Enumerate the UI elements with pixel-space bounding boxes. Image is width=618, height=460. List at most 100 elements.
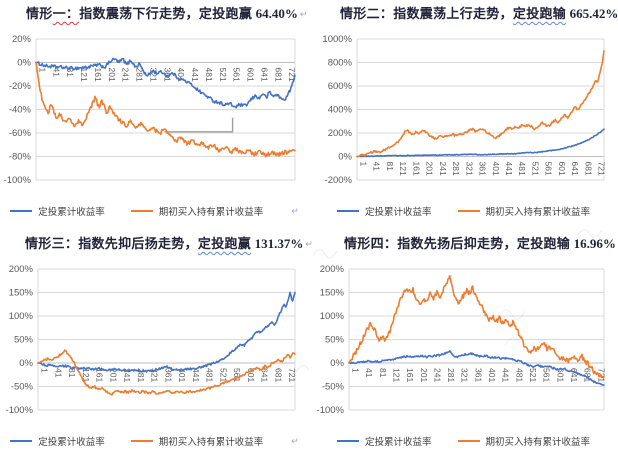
legend-line-swatch: [457, 210, 480, 212]
y-tick-label: 400%: [328, 105, 353, 116]
title-text: 情形: [26, 6, 53, 21]
series-line-buyhold: [348, 274, 605, 379]
y-tick-label: 600%: [328, 81, 353, 92]
x-tick-label: 161: [411, 162, 421, 176]
x-tick-label: 361: [478, 162, 488, 176]
y-tick-label: -100%: [4, 175, 32, 186]
chart-title: 情形四：指数先扬后抑走势，定投跑输 16.96%↵: [344, 235, 618, 253]
series-line-dca: [348, 350, 605, 386]
x-tick-label: 641: [569, 368, 579, 382]
legend-label: 期初买入持有累计收益率: [485, 207, 591, 218]
y-tick-label: 100%: [9, 311, 34, 322]
y-tick-label: 200%: [320, 264, 345, 275]
x-tick-label: 41: [364, 368, 374, 378]
x-tick-label: 361: [473, 368, 483, 382]
title-value: 665.42%: [569, 6, 618, 21]
chart-legend: 定投累计收益率 期初买入持有累计收益率 ↵: [0, 203, 309, 219]
x-tick-label: 281: [136, 368, 146, 382]
legend-label: 期初买入持有累计收益率: [158, 207, 264, 218]
series-line-dca: [356, 128, 605, 158]
x-tick-label: 161: [95, 368, 105, 382]
legend-label: 期初买入持有累计收益率: [158, 437, 264, 448]
x-tick-label: 401: [491, 162, 501, 176]
legend-line-swatch: [336, 440, 359, 442]
x-tick-label: 681: [273, 368, 283, 382]
x-tick-label: 161: [93, 68, 103, 82]
series-line-buyhold: [35, 61, 296, 158]
title-value: 16.96%: [573, 236, 616, 251]
x-tick-label: 721: [287, 368, 297, 382]
x-tick-label: 561: [232, 68, 242, 82]
y-tick-label: -40%: [9, 105, 32, 116]
x-tick-label: 201: [107, 68, 117, 82]
x-tick-label: 1: [40, 368, 50, 373]
x-tick-label: 41: [372, 162, 382, 172]
y-tick-label: -50%: [322, 382, 345, 393]
x-tick-label: 601: [246, 368, 256, 382]
title-value: 64.40%: [255, 6, 298, 21]
x-tick-label: 1: [359, 162, 369, 167]
y-tick-label: -200%: [325, 175, 353, 186]
y-tick-label: 20%: [12, 34, 32, 45]
x-tick-label: 561: [542, 368, 552, 382]
legend-item-buyhold: 期初买入持有累计收益率: [457, 434, 590, 448]
x-tick-label: 121: [79, 68, 89, 82]
title-text: 情形四：指数先扬后抑走势，定投跑输: [344, 236, 574, 251]
x-tick-label: 241: [121, 68, 131, 82]
chart-legend: 定投累计收益率 期初买入持有累计收益率 ↵: [0, 433, 309, 449]
x-tick-label: 521: [218, 368, 228, 382]
legend-line-swatch: [130, 440, 153, 442]
x-tick-label: 681: [583, 368, 593, 382]
legend-line-swatch: [10, 210, 33, 212]
legend-label: 定投累计收益率: [38, 207, 105, 218]
x-tick-label: 721: [597, 162, 607, 176]
legend-line-swatch: [130, 210, 153, 212]
line-chart-canvas: 200% 150% 100% 50% 0% -50% -100% 1 41 81 121 161 201…: [317, 264, 607, 416]
chart-legend: 定投累计收益率 期初买入持有累计收益率: [309, 433, 618, 449]
x-tick-label: 1: [38, 68, 48, 73]
x-tick-label: 601: [246, 68, 256, 82]
legend-item-dca: 定投累计收益率: [10, 204, 105, 218]
y-tick-label: 0%: [338, 152, 352, 163]
x-tick-label: 561: [232, 368, 242, 382]
y-tick-label: 200%: [328, 128, 353, 139]
title-value: 131.37%: [254, 236, 304, 251]
title-text: 定投跑赢: [197, 236, 252, 251]
series-line-buyhold: [356, 49, 605, 158]
x-tick-label: 321: [148, 68, 158, 82]
y-tick-label: 800%: [328, 58, 353, 69]
x-tick-label: 481: [204, 68, 214, 82]
x-tick-label: 641: [259, 68, 269, 82]
legend-label: 定投累计收益率: [38, 437, 105, 448]
y-tick-label: 50%: [325, 335, 345, 346]
chart-legend: 定投累计收益率 期初买入持有累计收益率: [309, 203, 618, 219]
x-tick-label: 641: [260, 368, 270, 382]
series-line-buyhold: [37, 349, 296, 396]
y-tick-label: 200%: [9, 264, 34, 275]
line-chart-canvas: 20% 0% -20% -40% -60% -80% -100% 1 41 81 121 161 201…: [4, 34, 298, 186]
y-tick-label: 100%: [320, 311, 345, 322]
legend-item-dca: 定投累计收益率: [10, 434, 105, 448]
x-tick-label: 401: [177, 368, 187, 382]
legend-label: 定投累计收益率: [364, 437, 432, 448]
y-tick-label: -20%: [9, 81, 32, 92]
x-tick-label: 241: [438, 162, 448, 176]
title-text: 定投跑输: [512, 6, 567, 21]
x-tick-label: 201: [108, 368, 118, 382]
series-line-dca: [37, 291, 296, 373]
y-tick-label: 0%: [19, 358, 33, 369]
legend-item-dca: 定投累计收益率: [336, 434, 432, 448]
x-tick-label: 561: [544, 162, 554, 176]
x-tick-label: 81: [67, 368, 77, 378]
x-tick-label: 281: [451, 162, 461, 176]
y-tick-label: 0%: [17, 58, 31, 69]
x-tick-label: 681: [583, 162, 593, 176]
paragraph-return-mark: ↵: [291, 435, 299, 446]
x-tick-label: 681: [273, 68, 283, 82]
title-text: 情形三：指数先抑后扬走势，: [25, 236, 198, 251]
x-tick-label: 281: [135, 68, 145, 82]
x-tick-label: 521: [218, 68, 228, 82]
x-tick-label: 161: [405, 368, 415, 382]
x-tick-label: 121: [398, 162, 408, 176]
x-tick-label: 601: [557, 162, 567, 176]
